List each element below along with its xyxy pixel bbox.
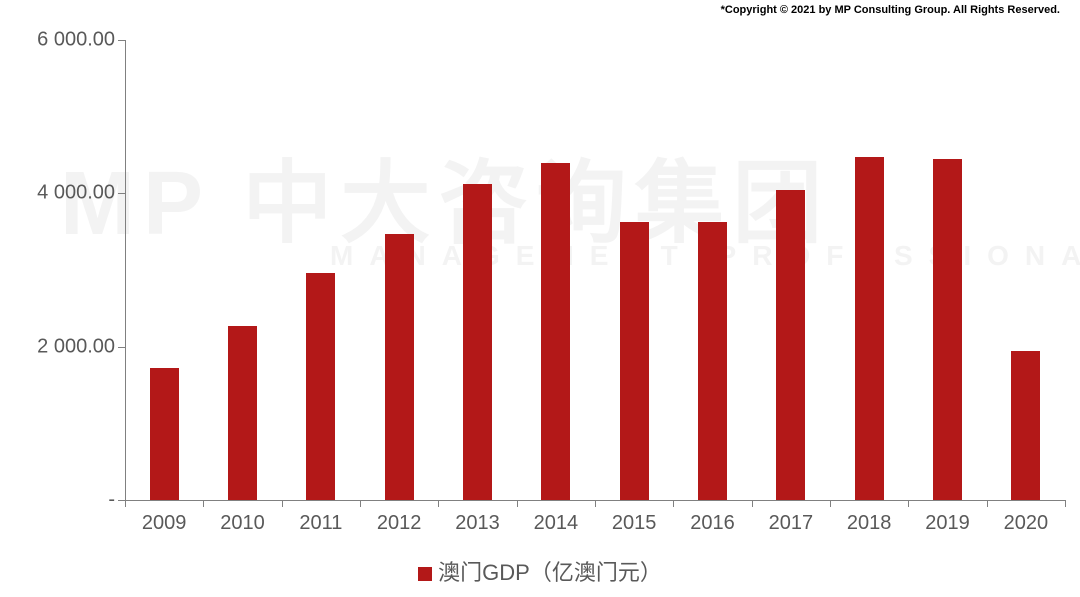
x-tick [360,500,361,507]
chart-bar [776,190,805,501]
legend-swatch [418,567,432,581]
gdp-bar-chart: - 2 000.00 4 000.00 6 000.00 2009 2010 2011 201… [0,30,1080,550]
x-tick [987,500,988,507]
x-axis-label: 2018 [847,512,892,535]
x-tick [125,500,126,507]
chart-bar [228,326,257,500]
chart-bar [933,159,962,500]
y-axis-label: 2 000.00 [15,335,115,358]
y-tick [118,193,125,194]
y-tick [118,347,125,348]
chart-bar [306,273,335,500]
x-tick [830,500,831,507]
x-tick [673,500,674,507]
x-axis-label: 2016 [690,512,735,535]
y-axis-label: 4 000.00 [15,182,115,205]
x-axis-label: 2010 [220,512,265,535]
x-axis-label: 2009 [142,512,187,535]
x-tick [517,500,518,507]
x-axis-label: 2011 [299,512,342,535]
x-tick [908,500,909,507]
chart-legend: 澳门GDP（亿澳门元） [0,555,1080,587]
x-axis-label: 2014 [534,512,579,535]
chart-bar [463,184,492,500]
x-tick [203,500,204,507]
y-axis-line [125,40,126,500]
y-axis-label: - [15,489,115,512]
x-axis-label: 2019 [925,512,970,535]
x-tick [438,500,439,507]
x-axis-label: 2020 [1004,512,1049,535]
x-axis-label: 2015 [612,512,657,535]
x-axis-label: 2017 [769,512,814,535]
chart-bar [698,222,727,500]
x-axis-label: 2012 [377,512,422,535]
y-axis-label: 6 000.00 [15,29,115,52]
x-tick [595,500,596,507]
chart-bar [855,157,884,500]
copyright-text: *Copyright © 2021 by MP Consulting Group… [721,4,1060,16]
chart-bar [1011,351,1040,500]
x-tick [282,500,283,507]
x-tick [1065,500,1066,507]
chart-bar [541,163,570,500]
x-tick [752,500,753,507]
legend-label: 澳门GDP（亿澳门元） [438,560,662,585]
chart-bar [385,234,414,500]
chart-bar [620,222,649,500]
x-axis-label: 2013 [455,512,500,535]
y-tick [118,40,125,41]
y-tick [118,500,125,501]
chart-bar [150,368,179,500]
